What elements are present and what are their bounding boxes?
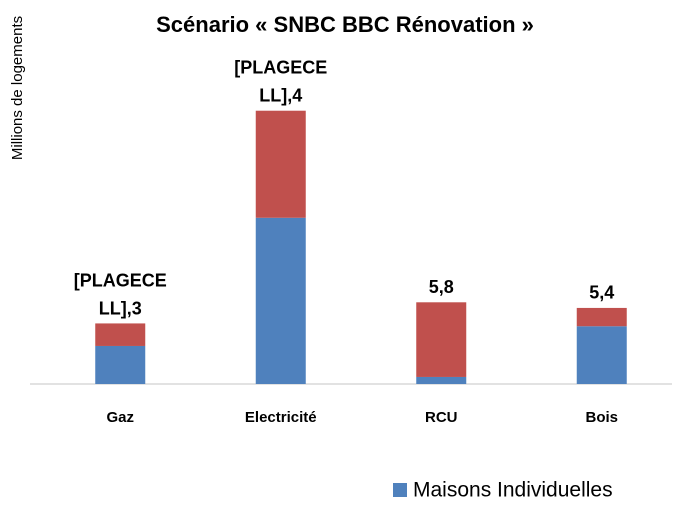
bar-segment xyxy=(255,217,306,384)
bar-segment xyxy=(95,323,146,346)
bar-segment xyxy=(255,110,306,218)
total-label: 5,4 xyxy=(589,283,614,303)
bar-segment xyxy=(576,307,627,327)
chart-title: Scénario « SNBC BBC Rénovation » xyxy=(156,12,534,37)
bar-segment xyxy=(416,302,467,377)
y-axis-label: Millions de logements xyxy=(9,16,26,160)
total-label: [PLAGECE LL],4 xyxy=(234,57,327,105)
x-tick-label: Gaz xyxy=(106,409,134,426)
x-tick-label: Bois xyxy=(585,409,618,426)
legend-swatch xyxy=(393,483,407,497)
total-label: 5,8 xyxy=(429,277,454,297)
total-label: [PLAGECE LL],3 xyxy=(74,270,167,318)
bar-segment xyxy=(95,345,146,384)
x-tick-label: Electricité xyxy=(245,409,317,426)
legend-label: Maisons Individuelles xyxy=(413,479,613,502)
bar-segment xyxy=(576,326,627,384)
bar-segment xyxy=(416,376,467,384)
x-tick-label: RCU xyxy=(425,409,458,426)
